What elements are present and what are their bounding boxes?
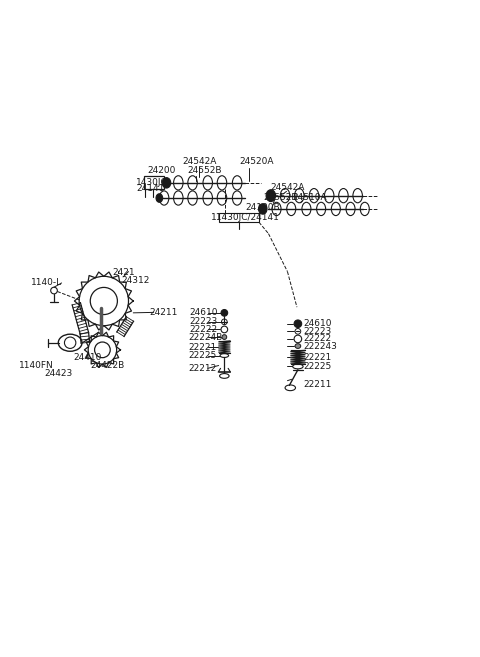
Circle shape [221,309,228,316]
Text: 24510A: 24510A [293,193,327,202]
Text: 24610: 24610 [303,319,332,328]
Text: 22224B: 22224B [188,332,223,342]
Text: 24141: 24141 [136,183,165,193]
Text: 22222: 22222 [303,334,331,344]
Text: 22221: 22221 [188,342,216,351]
Ellipse shape [259,204,267,214]
Text: 1430JC: 1430JC [136,178,168,187]
Text: 24542A: 24542A [182,158,216,166]
Text: 22225: 22225 [303,362,331,371]
Bar [219,213,259,222]
Text: 11430JC/24141: 11430JC/24141 [211,213,279,222]
Text: 24552B: 24552B [187,166,221,175]
Bar [144,176,164,189]
Text: 24423: 24423 [45,369,73,378]
Text: 24542A: 24542A [271,183,305,192]
Text: 22223: 22223 [303,327,331,336]
Text: 1140FN: 1140FN [19,361,54,370]
Text: 1140-L: 1140-L [31,277,62,286]
Ellipse shape [266,190,276,202]
Text: 22222: 22222 [189,325,217,334]
Ellipse shape [162,177,171,188]
Ellipse shape [156,194,163,202]
Text: 24552B: 24552B [263,193,298,202]
Text: 222243: 222243 [303,342,337,351]
Ellipse shape [222,334,227,340]
Text: 22212: 22212 [188,364,216,373]
Text: 24100B: 24100B [246,203,280,212]
Text: 22221: 22221 [303,353,331,362]
Text: 24312: 24312 [121,275,150,284]
Text: 2421: 2421 [112,269,134,277]
Text: 24520A: 24520A [240,158,274,166]
Text: 24200: 24200 [147,166,176,175]
Text: 24422B: 24422B [91,361,125,370]
Text: 22225: 22225 [188,351,216,360]
Text: 22211: 22211 [303,380,332,389]
Text: 22223: 22223 [189,317,217,327]
Circle shape [294,320,301,328]
Text: 24211: 24211 [150,308,178,317]
Ellipse shape [295,344,301,348]
Text: 24610: 24610 [189,308,218,317]
Text: 24410: 24410 [73,353,101,363]
